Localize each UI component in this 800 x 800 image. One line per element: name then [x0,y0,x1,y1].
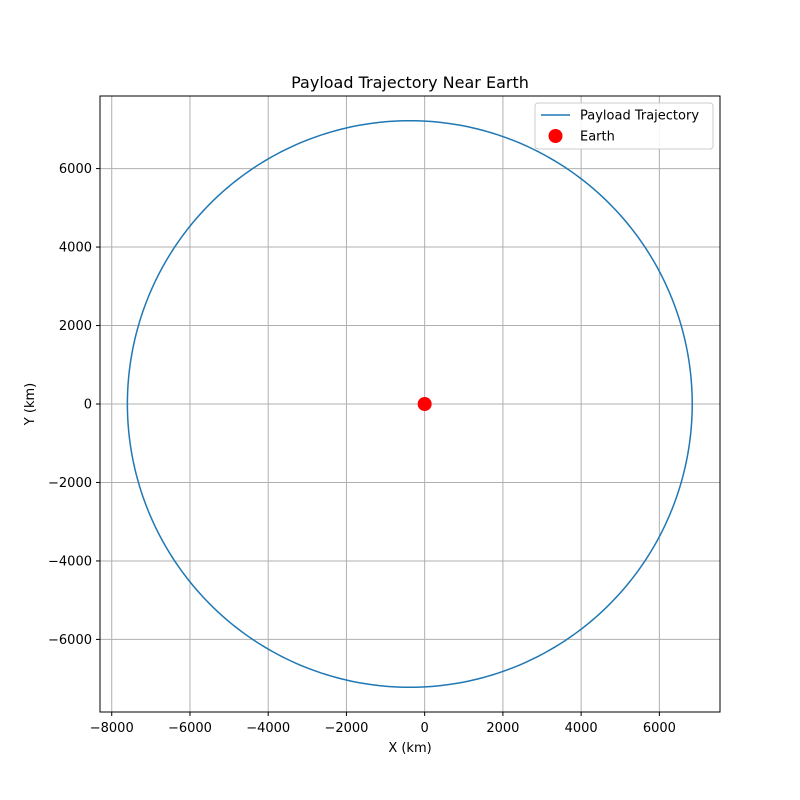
x-tick-label: 6000 [643,721,676,736]
x-axis: −8000 −6000 −4000 −2000 0 2000 4000 6000 [90,712,676,736]
y-axis-label: Y (km) [23,383,38,426]
x-tick-label: 0 [421,721,429,736]
y-tick-label: 0 [84,398,92,413]
trajectory-line [126,119,693,689]
legend-marker-swatch [548,129,563,143]
x-tick-label: 4000 [565,721,598,736]
y-tick-label: 2000 [59,319,92,334]
y-tick-label: −6000 [48,633,92,648]
earth-marker [417,397,432,411]
y-axis: −6000 −4000 −2000 0 2000 4000 6000 [48,162,100,648]
x-tick-label: −4000 [246,721,290,736]
x-axis-label: X (km) [388,741,431,756]
y-tick-label: −4000 [48,554,92,569]
legend-box [534,102,714,150]
legend: Payload Trajectory Earth [534,102,714,150]
y-tick-label: 4000 [59,241,92,256]
x-tick-label: 2000 [486,721,519,736]
chart-title: Payload Trajectory Near Earth [291,73,529,92]
legend-label-earth: Earth [580,130,615,145]
y-tick-label: −2000 [48,476,92,491]
x-tick-label: −2000 [324,721,368,736]
grid [100,96,720,712]
legend-label-trajectory: Payload Trajectory [580,109,699,124]
y-tick-label: 6000 [59,162,92,177]
x-tick-label: −6000 [168,721,212,736]
x-tick-label: −8000 [90,721,134,736]
plot-area [126,119,693,689]
